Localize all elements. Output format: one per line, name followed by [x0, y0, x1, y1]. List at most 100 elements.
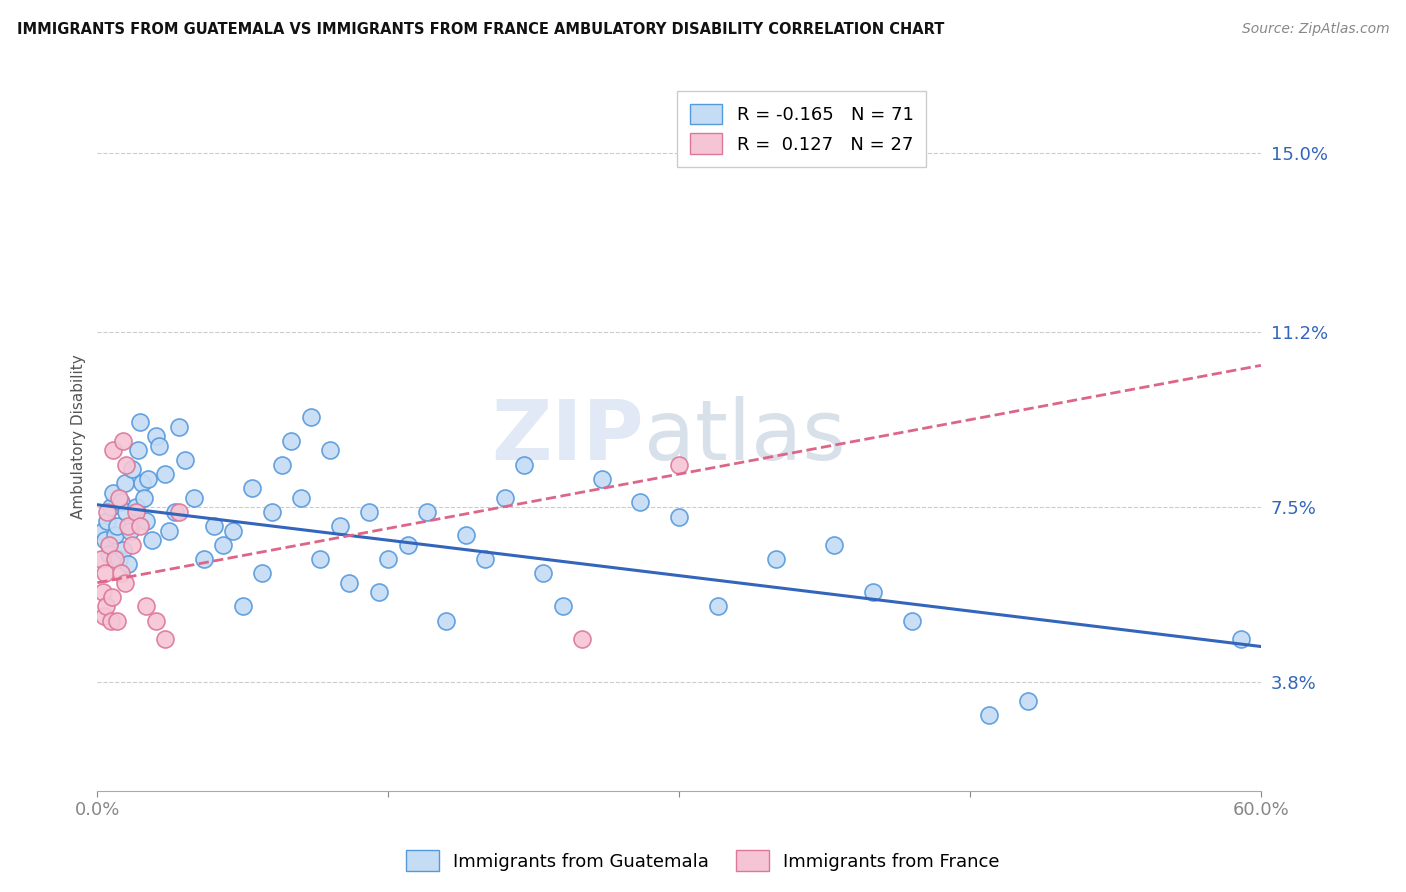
Point: [339, 575, 361, 590]
Point: [94, 533, 117, 548]
Point: [121, 538, 143, 552]
Point: [1230, 632, 1253, 647]
Point: [117, 519, 139, 533]
Point: [862, 585, 884, 599]
Point: [135, 514, 157, 528]
Text: atlas: atlas: [644, 396, 846, 476]
Point: [111, 434, 134, 448]
Point: [141, 533, 163, 548]
Point: [436, 614, 458, 628]
Point: [94, 599, 117, 614]
Point: [979, 708, 1001, 723]
Point: [707, 599, 730, 614]
Point: [94, 566, 117, 581]
Point: [823, 538, 845, 552]
Text: ZIP: ZIP: [492, 396, 644, 476]
Point: [290, 491, 312, 505]
Point: [91, 524, 114, 538]
Point: [104, 528, 127, 542]
Point: [101, 486, 124, 500]
Point: [494, 491, 516, 505]
Point: [93, 608, 115, 623]
Point: [129, 415, 152, 429]
Point: [193, 552, 215, 566]
Point: [101, 590, 124, 604]
Point: [125, 500, 148, 515]
Point: [157, 524, 180, 538]
Point: [628, 495, 651, 509]
Point: [280, 434, 302, 448]
Point: [377, 552, 399, 566]
Text: IMMIGRANTS FROM GUATEMALA VS IMMIGRANTS FROM FRANCE AMBULATORY DISABILITY CORREL: IMMIGRANTS FROM GUATEMALA VS IMMIGRANTS …: [17, 22, 945, 37]
Point: [367, 585, 389, 599]
Point: [98, 547, 121, 561]
Point: [111, 542, 134, 557]
Point: [114, 476, 136, 491]
Point: [104, 552, 127, 566]
Point: [105, 519, 128, 533]
Point: [513, 458, 536, 472]
Point: [91, 585, 114, 599]
Point: [129, 519, 152, 533]
Y-axis label: Ambulatory Disability: Ambulatory Disability: [72, 354, 86, 518]
Point: [222, 524, 245, 538]
Point: [120, 524, 142, 538]
Point: [163, 505, 186, 519]
Point: [96, 514, 118, 528]
Point: [668, 458, 690, 472]
Point: [117, 557, 139, 571]
Point: [901, 614, 924, 628]
Point: [100, 500, 122, 515]
Point: [110, 566, 132, 581]
Point: [668, 509, 690, 524]
Point: [127, 443, 149, 458]
Point: [309, 552, 332, 566]
Point: [132, 491, 155, 505]
Point: [299, 410, 322, 425]
Point: [250, 566, 273, 581]
Point: [571, 632, 593, 647]
Point: [591, 472, 613, 486]
Point: [115, 505, 138, 519]
Text: Source: ZipAtlas.com: Source: ZipAtlas.com: [1241, 22, 1389, 37]
Point: [232, 599, 254, 614]
Point: [101, 443, 124, 458]
Point: [100, 614, 122, 628]
Point: [416, 505, 439, 519]
Point: [202, 519, 225, 533]
Point: [96, 505, 118, 519]
Point: [270, 458, 292, 472]
Point: [121, 462, 143, 476]
Point: [183, 491, 205, 505]
Point: [167, 505, 190, 519]
Point: [114, 575, 136, 590]
Point: [125, 505, 148, 519]
Point: [155, 467, 177, 481]
Point: [98, 538, 121, 552]
Point: [107, 552, 129, 566]
Point: [531, 566, 554, 581]
Point: [155, 632, 177, 647]
Legend: R = -0.165   N = 71, R =  0.127   N = 27: R = -0.165 N = 71, R = 0.127 N = 27: [676, 91, 927, 167]
Point: [105, 614, 128, 628]
Point: [167, 419, 190, 434]
Point: [115, 458, 138, 472]
Point: [765, 552, 787, 566]
Point: [212, 538, 235, 552]
Point: [90, 552, 112, 566]
Point: [357, 505, 380, 519]
Point: [1017, 694, 1039, 708]
Point: [173, 453, 195, 467]
Point: [319, 443, 342, 458]
Point: [136, 472, 159, 486]
Point: [135, 599, 157, 614]
Point: [148, 439, 170, 453]
Point: [260, 505, 283, 519]
Point: [396, 538, 419, 552]
Point: [474, 552, 496, 566]
Point: [242, 481, 264, 495]
Point: [329, 519, 352, 533]
Legend: Immigrants from Guatemala, Immigrants from France: Immigrants from Guatemala, Immigrants fr…: [399, 843, 1007, 879]
Point: [107, 491, 129, 505]
Point: [454, 528, 477, 542]
